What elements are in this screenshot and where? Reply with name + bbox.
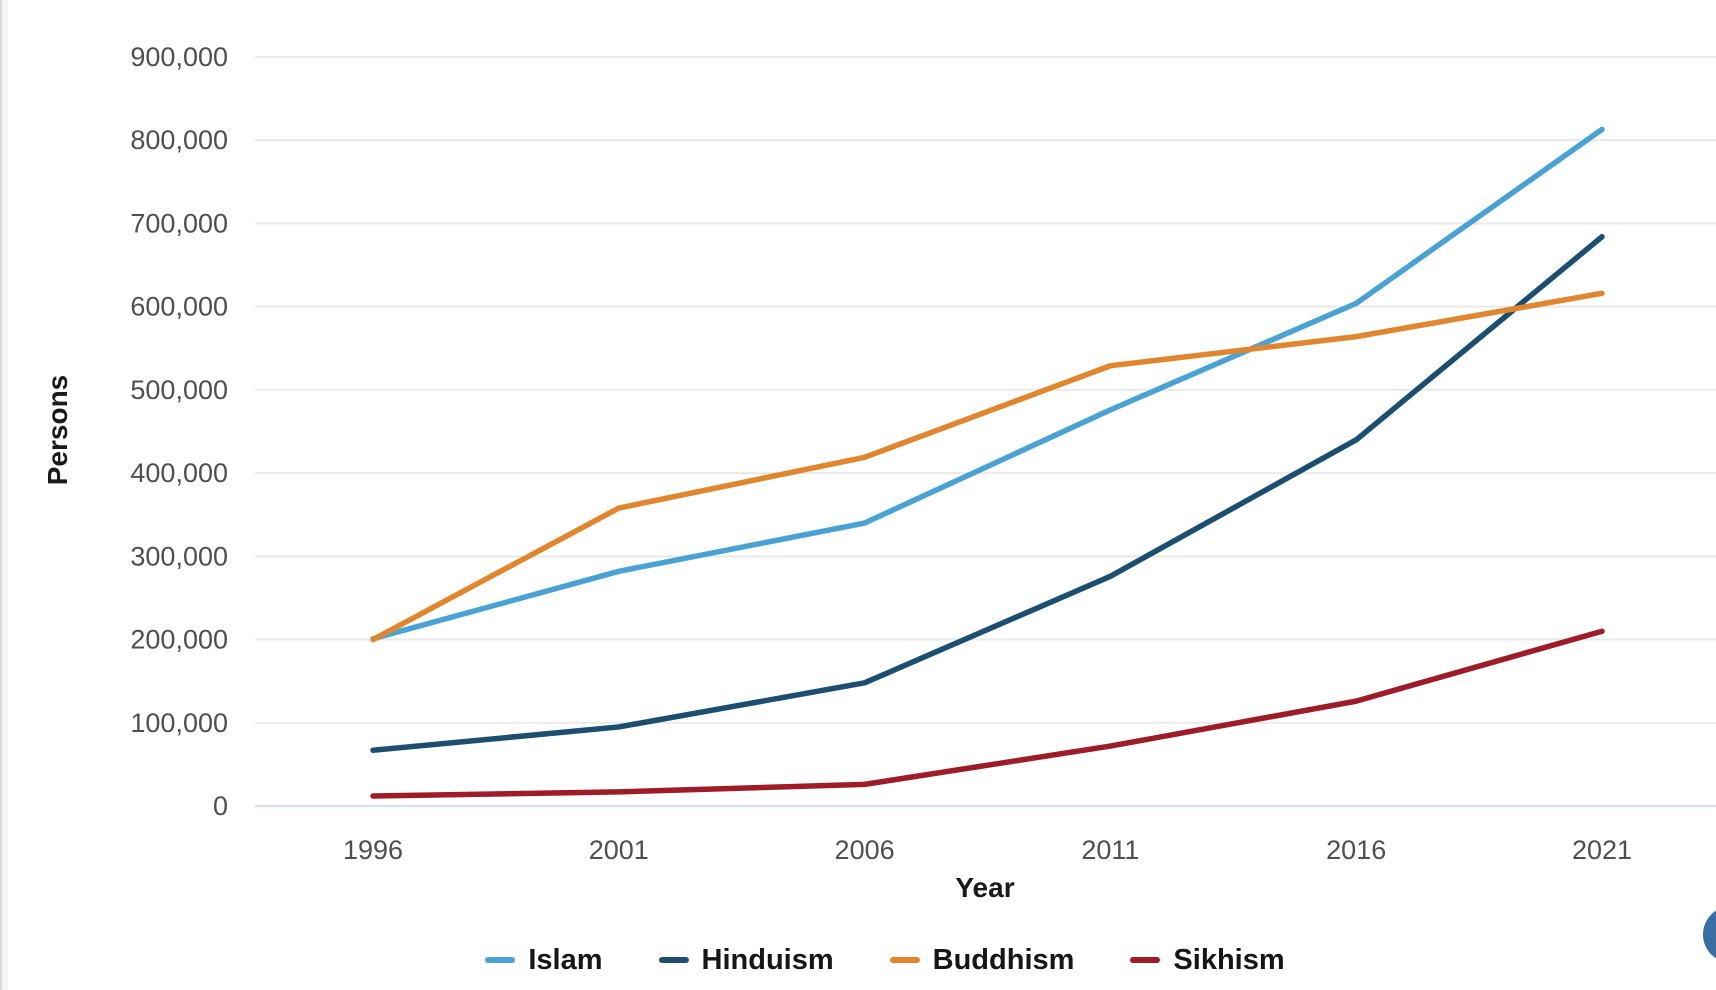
legend-swatch-hinduism: [658, 957, 689, 963]
series-line-islam: [370, 126, 1605, 642]
legend-swatch-sikhism: [1130, 957, 1161, 963]
y-tick-label: 300,000: [130, 541, 228, 571]
legend-item-hinduism[interactable]: Hinduism: [658, 943, 834, 976]
y-tick-label: 100,000: [130, 708, 228, 738]
legend-label: Islam: [528, 943, 603, 976]
series-line-sikhism: [370, 628, 1605, 799]
y-tick-label: 500,000: [130, 375, 228, 405]
x-tick-label: 2011: [1081, 835, 1139, 865]
page-left-edge-strip: [0, 0, 8, 990]
x-tick-label: 1996: [343, 835, 403, 865]
x-tick-label: 2021: [1572, 835, 1632, 865]
x-tick-label: 2016: [1326, 835, 1386, 865]
x-tick-label: 2001: [589, 835, 649, 865]
x-axis-title: Year: [955, 872, 1015, 903]
legend-swatch-buddhism: [889, 957, 920, 963]
y-tick-label: 400,000: [130, 458, 228, 488]
chart-legend: Islam Hinduism Buddhism Sikhism: [0, 938, 1716, 982]
y-tick-label: 200,000: [130, 625, 228, 655]
y-tick-label: 600,000: [130, 292, 228, 322]
legend-label: Sikhism: [1173, 943, 1285, 976]
y-tick-label: 900,000: [130, 42, 228, 72]
legend-swatch-islam: [485, 957, 516, 963]
y-tick-label: 0: [213, 791, 228, 821]
legend-item-buddhism[interactable]: Buddhism: [889, 943, 1075, 976]
x-tick-label: 2006: [835, 835, 895, 865]
series-line-buddhism: [370, 290, 1605, 643]
legend-item-sikhism[interactable]: Sikhism: [1130, 943, 1285, 976]
y-axis-title: Persons: [42, 374, 73, 486]
floating-action-button[interactable]: [1703, 906, 1716, 963]
y-tick-label: 800,000: [130, 125, 228, 155]
y-tick-label: 700,000: [130, 208, 228, 238]
series-line-hinduism: [370, 234, 1605, 753]
legend-label: Buddhism: [932, 943, 1075, 976]
legend-item-islam[interactable]: Islam: [485, 943, 603, 976]
legend-label: Hinduism: [701, 943, 834, 976]
